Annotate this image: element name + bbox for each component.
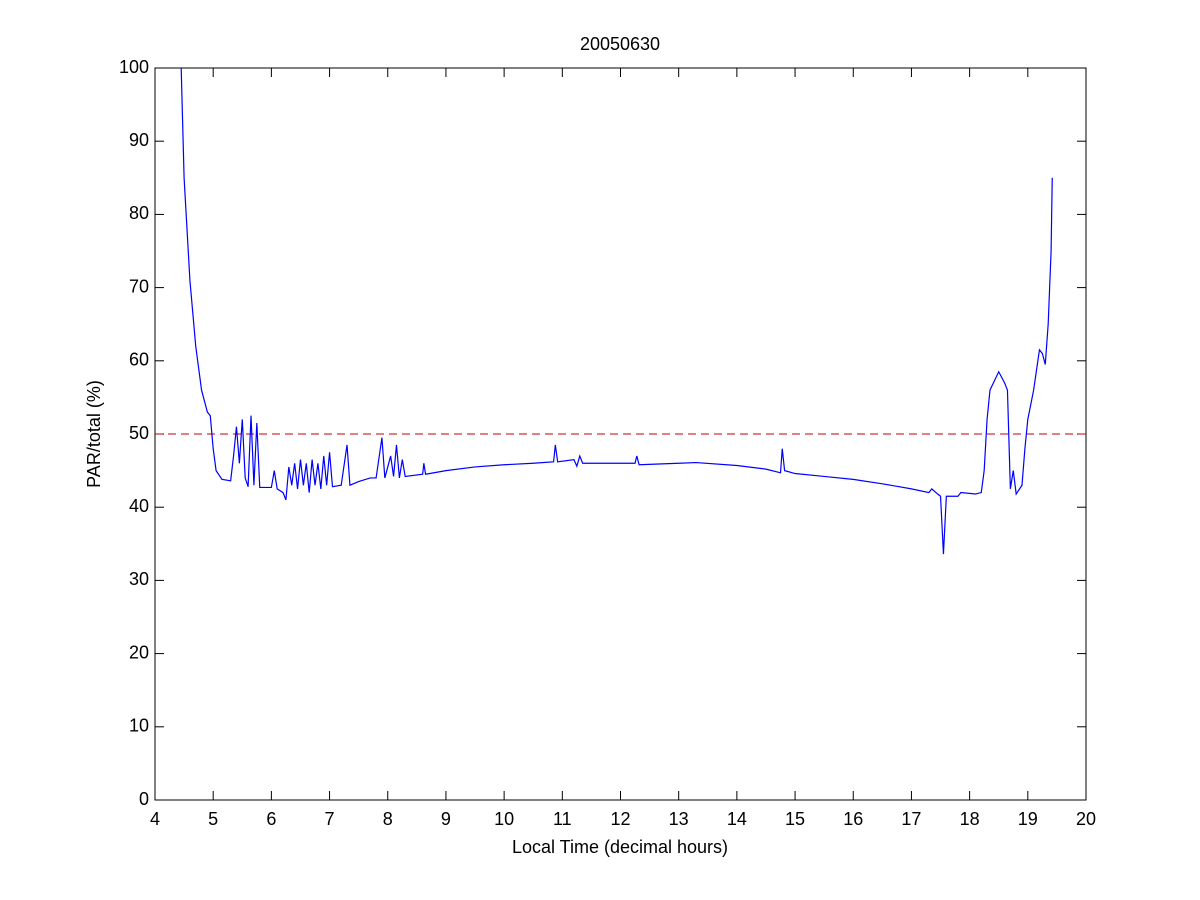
y-tick-label: 100 (119, 57, 149, 77)
x-tick-label: 20 (1076, 809, 1096, 829)
y-tick-label: 60 (129, 350, 149, 370)
x-tick-label: 8 (383, 809, 393, 829)
x-tick-label: 18 (960, 809, 980, 829)
x-tick-label: 12 (610, 809, 630, 829)
y-axis-label: PAR/total (%) (84, 380, 104, 488)
x-tick-label: 17 (901, 809, 921, 829)
x-tick-label: 9 (441, 809, 451, 829)
x-tick-label: 5 (208, 809, 218, 829)
x-tick-label: 7 (325, 809, 335, 829)
x-axis-label: Local Time (decimal hours) (512, 837, 728, 857)
x-tick-label: 15 (785, 809, 805, 829)
plot-frame (154, 67, 1087, 801)
y-tick-label: 10 (129, 716, 149, 736)
data-line (180, 67, 1053, 555)
x-tick-label: 13 (669, 809, 689, 829)
y-tick-label: 80 (129, 203, 149, 223)
x-tick-label: 6 (266, 809, 276, 829)
y-tick-label: 70 (129, 276, 149, 296)
x-tick-label: 10 (494, 809, 514, 829)
y-tick-label: 90 (129, 130, 149, 150)
y-tick-label: 50 (129, 423, 149, 443)
y-tick-label: 30 (129, 569, 149, 589)
x-tick-label: 14 (727, 809, 747, 829)
y-tick-label: 0 (139, 789, 149, 809)
x-tick-label: 4 (150, 809, 160, 829)
x-tick-label: 11 (553, 809, 572, 829)
y-tick-label: 40 (129, 496, 149, 516)
x-tick-label: 19 (1018, 809, 1038, 829)
y-tick-label: 20 (129, 642, 149, 662)
x-tick-label: 16 (843, 809, 863, 829)
chart-title: 20050630 (580, 34, 660, 54)
